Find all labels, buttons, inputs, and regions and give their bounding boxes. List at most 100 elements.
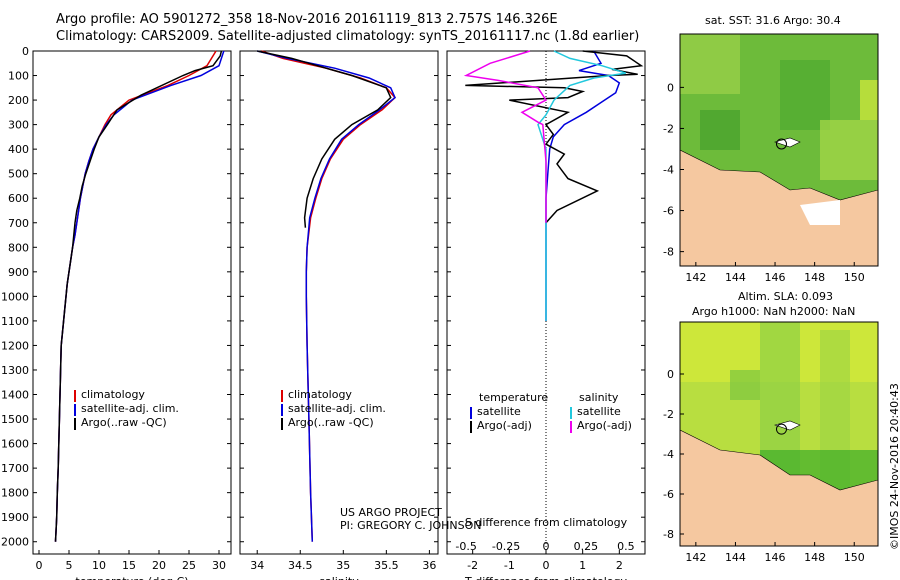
depth-tick-label: 2000 [1, 536, 29, 549]
depth-tick-label: 400 [8, 143, 29, 156]
legend-title-salinity: salinity [579, 391, 619, 404]
sla-map-frame [679, 321, 879, 547]
map-lon-tick-label: 150 [844, 551, 865, 564]
salinity-diff-tick-label: -0.5 [455, 540, 476, 553]
sla-map-island [773, 420, 801, 431]
depth-tick-label: 1300 [1, 364, 29, 377]
sst-map-cloud [800, 200, 840, 225]
sst-map-title: sat. SST: 31.6 Argo: 30.4 [705, 14, 841, 27]
depth-tick-label: 1100 [1, 315, 29, 328]
figure-subtitle: Climatology: CARS2009. Satellite-adjuste… [56, 29, 640, 44]
salinity-diff-tick-label: 0.25 [574, 540, 599, 553]
differences-xtick-label: -1 [504, 559, 515, 572]
depth-tick-label: 700 [8, 217, 29, 230]
salinity-plot-frame [239, 50, 439, 555]
temperature-legend-entry: Argo(..raw -QC) [81, 416, 167, 429]
depth-tick-label: 200 [8, 94, 29, 107]
sst-patch [820, 120, 878, 180]
depth-tick-label: 900 [8, 266, 29, 279]
map-lat-tick-label: -2 [663, 408, 674, 421]
salinity-diff-tick-label: -0.25 [492, 540, 520, 553]
sla-map-subtitle: Argo h1000: NaN h2000: NaN [692, 305, 856, 318]
temperature-xlabel: temperature (deg C) [75, 575, 188, 580]
map-lat-tick-label: -4 [663, 164, 674, 177]
map-lon-tick-label: 150 [844, 271, 865, 284]
salinity-xtick-label: 35 [336, 559, 350, 572]
map-lat-tick-label: -8 [663, 528, 674, 541]
salinity-legend-entry: climatology [288, 388, 352, 401]
depth-tick-label: 1600 [1, 438, 29, 451]
depth-tick-label: 1400 [1, 389, 29, 402]
differences-series-s-argo-adj- [463, 50, 548, 223]
credit-project: US ARGO PROJECT [340, 506, 442, 519]
salinity-legend-entry: Argo(..raw -QC) [288, 416, 374, 429]
map-lon-tick-label: 142 [685, 551, 706, 564]
differences-xtick-label: 1 [579, 559, 586, 572]
sst-map-island [773, 137, 801, 148]
salinity-xtick-label: 36 [422, 559, 436, 572]
map-lat-tick-label: -2 [663, 122, 674, 135]
temperature-xtick-label: 5 [66, 559, 73, 572]
salinity-panel: 34 34.5 35 35.5 36 salinity climatologysatelli… [239, 50, 439, 580]
temperature-xtick-label: 15 [122, 559, 136, 572]
sla-map [680, 322, 878, 546]
salinity-diff-tick-label: 0.5 [617, 540, 635, 553]
sla-map-title: Altim. SLA: 0.093 [738, 290, 834, 303]
salinity-xtick-label: 34 [250, 559, 264, 572]
sst-map-land [680, 149, 878, 266]
map-lat-tick-label: -6 [663, 205, 674, 218]
salinity-series-argo-raw-qc- [257, 50, 392, 228]
diff-legend-entry: Argo(-adj) [477, 419, 532, 432]
depth-tick-label: 600 [8, 192, 29, 205]
credit-pi: PI: GREGORY C. JOHNSON [340, 519, 482, 532]
depth-tick-label: 1700 [1, 462, 29, 475]
map-lat-tick-label: -8 [663, 246, 674, 259]
legend-title-temperature: temperature [479, 391, 548, 404]
salinity-xtick-label: 35.5 [374, 559, 399, 572]
differences-xtick-label: 2 [616, 559, 623, 572]
depth-tick-label: 1900 [1, 511, 29, 524]
diff-legend-entry: Argo(-adj) [577, 419, 632, 432]
depth-tick-label: 100 [8, 70, 29, 83]
map-lon-tick-label: 144 [725, 271, 746, 284]
temperature-xtick-label: 25 [182, 559, 196, 572]
depth-tick-label: 1800 [1, 487, 29, 500]
depth-tick-label: 0 [22, 45, 29, 58]
depth-tick-label: 800 [8, 241, 29, 254]
temperature-xtick-label: 0 [36, 559, 43, 572]
salinity-series-satellite-adj-clim- [257, 50, 396, 542]
map-lat-tick-label: -6 [663, 488, 674, 501]
map-lat-tick-label: -4 [663, 448, 674, 461]
map-lat-tick-label: 0 [667, 368, 674, 381]
salinity-xlabel: salinity [319, 575, 359, 580]
depth-tick-label: 1000 [1, 290, 29, 303]
differences-xlabel: T difference from climatology [464, 575, 627, 580]
sst-float-marker [775, 138, 787, 150]
differences-panel: -2 -1 0 1 2 T difference from climatology -0.5… [446, 50, 646, 580]
sst-patch [860, 80, 878, 120]
temperature-legend-entry: climatology [81, 388, 145, 401]
depth-tick-label: 1200 [1, 339, 29, 352]
map-lon-tick-label: 148 [804, 271, 825, 284]
sst-map [680, 34, 878, 266]
diff-legend-entry: satellite [477, 405, 521, 418]
figure-title: Argo profile: AO 5901272_358 18-Nov-2016… [56, 12, 558, 27]
temperature-xtick-label: 20 [152, 559, 166, 572]
map-lon-tick-label: 144 [725, 551, 746, 564]
map-lon-tick-label: 146 [765, 271, 786, 284]
imos-timestamp: ©IMOS 24-Nov-2016 20:40:43 [888, 383, 900, 550]
map-lon-tick-label: 146 [765, 551, 786, 564]
sst-patch [700, 110, 740, 150]
diff-legend-entry: satellite [577, 405, 621, 418]
temperature-plot-frame [32, 50, 232, 555]
sla-patch [730, 370, 760, 400]
differences-series-t-argo-adj- [465, 50, 644, 224]
temperature-xtick-label: 10 [92, 559, 106, 572]
map-lon-tick-label: 142 [685, 271, 706, 284]
temperature-xtick-label: 30 [212, 559, 226, 572]
map-lat-tick-label: 0 [667, 81, 674, 94]
differences-xtick-label: 0 [543, 559, 550, 572]
salinity-legend-entry: satellite-adj. clim. [288, 402, 386, 415]
map-lon-tick-label: 148 [804, 551, 825, 564]
